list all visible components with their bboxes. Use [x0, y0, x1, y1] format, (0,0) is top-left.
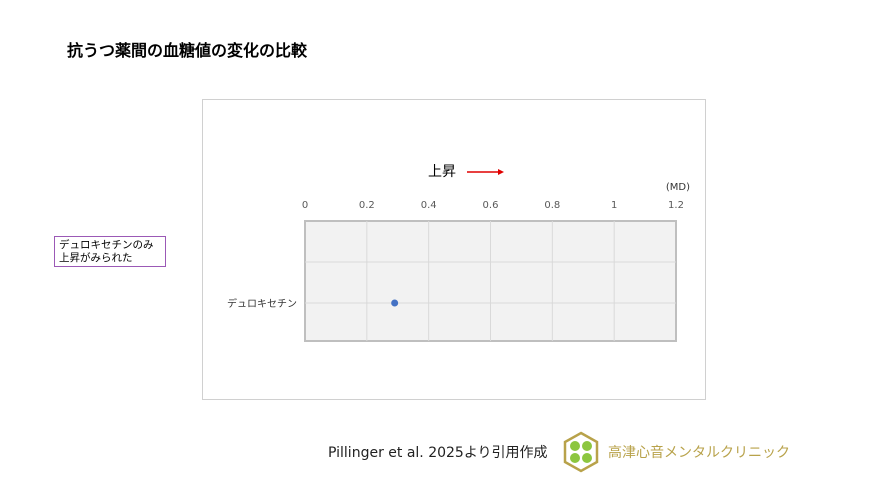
- x-tick-label: 0.8: [544, 200, 560, 211]
- x-tick-label: 1: [611, 200, 617, 211]
- annotation-line-2: 上昇がみられた: [59, 252, 133, 264]
- clinic-logo: [563, 431, 599, 473]
- direction-arrowhead: [498, 169, 504, 175]
- unit-label: (MD): [666, 182, 690, 193]
- x-tick-label: 0.2: [359, 200, 375, 211]
- annotation-box: デュロキセチンのみ 上昇がみられた: [54, 236, 166, 267]
- chart-frame: [202, 99, 706, 400]
- x-tick-label: 0.6: [483, 200, 499, 211]
- x-tick-label: 1.2: [668, 200, 684, 211]
- category-label: デュロキセチン: [227, 297, 297, 310]
- annotation-line-1: デュロキセチンのみ: [59, 239, 154, 251]
- citation: Pillinger et al. 2025より引用作成: [328, 445, 548, 461]
- x-tick-label: 0: [302, 200, 308, 211]
- data-point: [391, 299, 399, 307]
- clinic-name: 高津心音メンタルクリニック: [608, 445, 790, 461]
- direction-label: 上昇: [428, 164, 456, 180]
- page-title: 抗うつ薬間の血糖値の変化の比較: [67, 41, 308, 60]
- x-tick-label: 0.4: [421, 200, 437, 211]
